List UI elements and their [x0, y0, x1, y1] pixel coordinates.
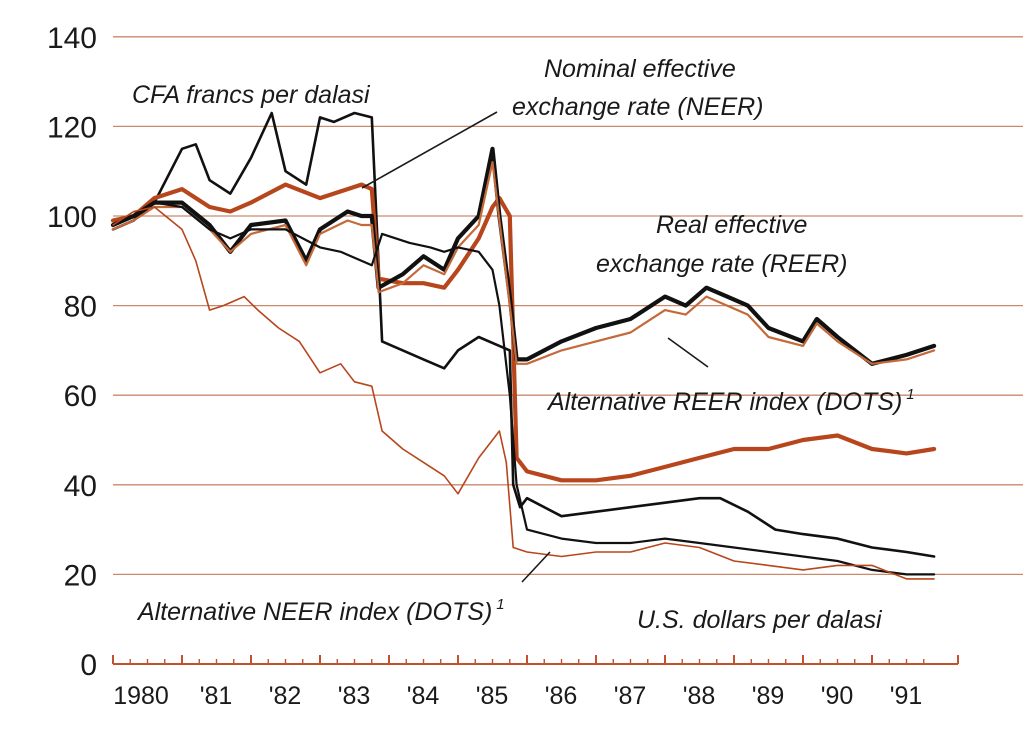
- series-line-2: [110, 182, 937, 483]
- leader-line-alt-reer: [667, 337, 709, 368]
- leader-line-neer: [361, 111, 498, 189]
- annotation-alt-reer: Alternative REER index (DOTS) 1: [546, 386, 915, 416]
- y-tick-label: 0: [80, 649, 97, 682]
- x-tick-label: '91: [890, 682, 923, 710]
- series-line-6: [112, 206, 935, 580]
- x-tick-label: '89: [752, 682, 785, 710]
- x-axis: 1980 '81 '82 '83 '84 '85 '86 '87 '88 '89 '90 '91: [112, 655, 959, 710]
- series-line-1: [111, 111, 936, 558]
- y-tick-label: 20: [64, 559, 97, 592]
- series-lines: [110, 111, 937, 580]
- annotation-alt-neer-footnote: 1: [496, 596, 504, 613]
- annotation-alt-neer-text: Alternative NEER index (DOTS): [136, 598, 492, 626]
- y-axis-labels: 0 20 40 60 80 100 120 140: [47, 22, 97, 682]
- y-tick-label: 60: [64, 380, 97, 413]
- series-line-4: [111, 161, 936, 365]
- annotation-neer-line1: Nominal effective: [544, 55, 736, 83]
- series-line-3: [110, 146, 937, 366]
- y-tick-label: 120: [47, 111, 97, 144]
- x-tick-label: '81: [200, 682, 233, 710]
- annotation-cfa-francs: CFA francs per dalasi: [132, 81, 371, 109]
- annotation-neer-line2: exchange rate (NEER): [512, 93, 764, 121]
- x-tick-label: '88: [683, 682, 716, 710]
- annotation-us-dollars: U.S. dollars per dalasi: [637, 606, 883, 634]
- x-tick-label: '83: [338, 682, 371, 710]
- x-tick-label: '90: [821, 682, 854, 710]
- y-tick-label: 100: [47, 201, 97, 234]
- y-tick-label: 140: [47, 22, 97, 55]
- x-tick-label: '82: [269, 682, 302, 710]
- x-tick-label: '85: [476, 682, 509, 710]
- x-tick-label: '86: [545, 682, 578, 710]
- leader-line-alt-neer: [521, 551, 551, 583]
- x-tick-label: '87: [614, 682, 647, 710]
- annotation-alt-reer-footnote: 1: [906, 386, 914, 403]
- annotations: CFA francs per dalasi Nominal effective …: [132, 55, 915, 634]
- y-tick-label: 40: [64, 470, 97, 503]
- annotation-reer-line1: Real effective: [656, 211, 807, 239]
- x-tick-label: 1980: [113, 682, 169, 710]
- annotation-alt-neer: Alternative NEER index (DOTS) 1: [136, 596, 505, 626]
- x-tick-label: '84: [407, 682, 440, 710]
- series-line-5: [111, 201, 936, 576]
- y-tick-label: 80: [64, 291, 97, 324]
- leader-lines: [361, 111, 709, 583]
- annotation-alt-reer-text: Alternative REER index (DOTS): [546, 388, 902, 416]
- annotation-reer-line2: exchange rate (REER): [596, 250, 848, 278]
